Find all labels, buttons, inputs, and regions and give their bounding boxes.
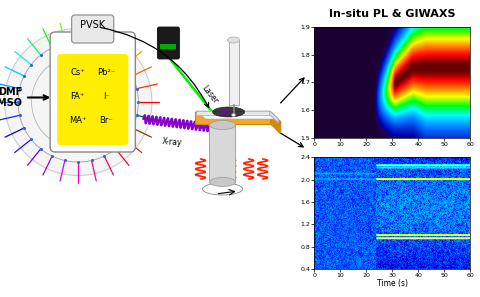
Text: X-ray: X-ray <box>162 137 183 147</box>
Text: Laser: Laser <box>200 83 220 105</box>
Ellipse shape <box>210 121 236 129</box>
Polygon shape <box>196 111 279 119</box>
Polygon shape <box>195 112 271 124</box>
Ellipse shape <box>213 107 245 117</box>
FancyBboxPatch shape <box>157 27 180 59</box>
Polygon shape <box>195 112 281 122</box>
Ellipse shape <box>210 178 236 187</box>
Text: Booster: Booster <box>69 92 84 96</box>
Text: DMF
DMSO: DMF DMSO <box>0 87 22 108</box>
Text: Cs⁺: Cs⁺ <box>71 68 85 77</box>
FancyBboxPatch shape <box>228 40 239 105</box>
Text: Linac: Linac <box>85 36 96 40</box>
Ellipse shape <box>231 113 236 116</box>
Text: Pb²⁻: Pb²⁻ <box>97 68 115 77</box>
FancyBboxPatch shape <box>72 15 114 43</box>
Text: Storage Ring: Storage Ring <box>65 120 91 124</box>
Ellipse shape <box>4 29 152 176</box>
FancyBboxPatch shape <box>50 32 135 152</box>
FancyBboxPatch shape <box>160 44 177 49</box>
Text: MA⁺: MA⁺ <box>69 116 86 125</box>
Text: PVSK: PVSK <box>80 20 105 30</box>
Text: Ring: Ring <box>72 105 81 109</box>
Polygon shape <box>270 111 279 123</box>
Text: Br⁻: Br⁻ <box>99 116 113 125</box>
Ellipse shape <box>218 110 230 115</box>
Polygon shape <box>271 112 281 134</box>
FancyBboxPatch shape <box>210 124 236 183</box>
Text: FA⁺: FA⁺ <box>71 92 85 101</box>
FancyBboxPatch shape <box>57 54 128 145</box>
X-axis label: Time (s): Time (s) <box>377 279 408 288</box>
Text: In-situ PL & GIWAXS: In-situ PL & GIWAXS <box>329 9 456 19</box>
Polygon shape <box>196 111 270 115</box>
Text: I⁻: I⁻ <box>103 92 110 101</box>
Ellipse shape <box>228 37 240 43</box>
